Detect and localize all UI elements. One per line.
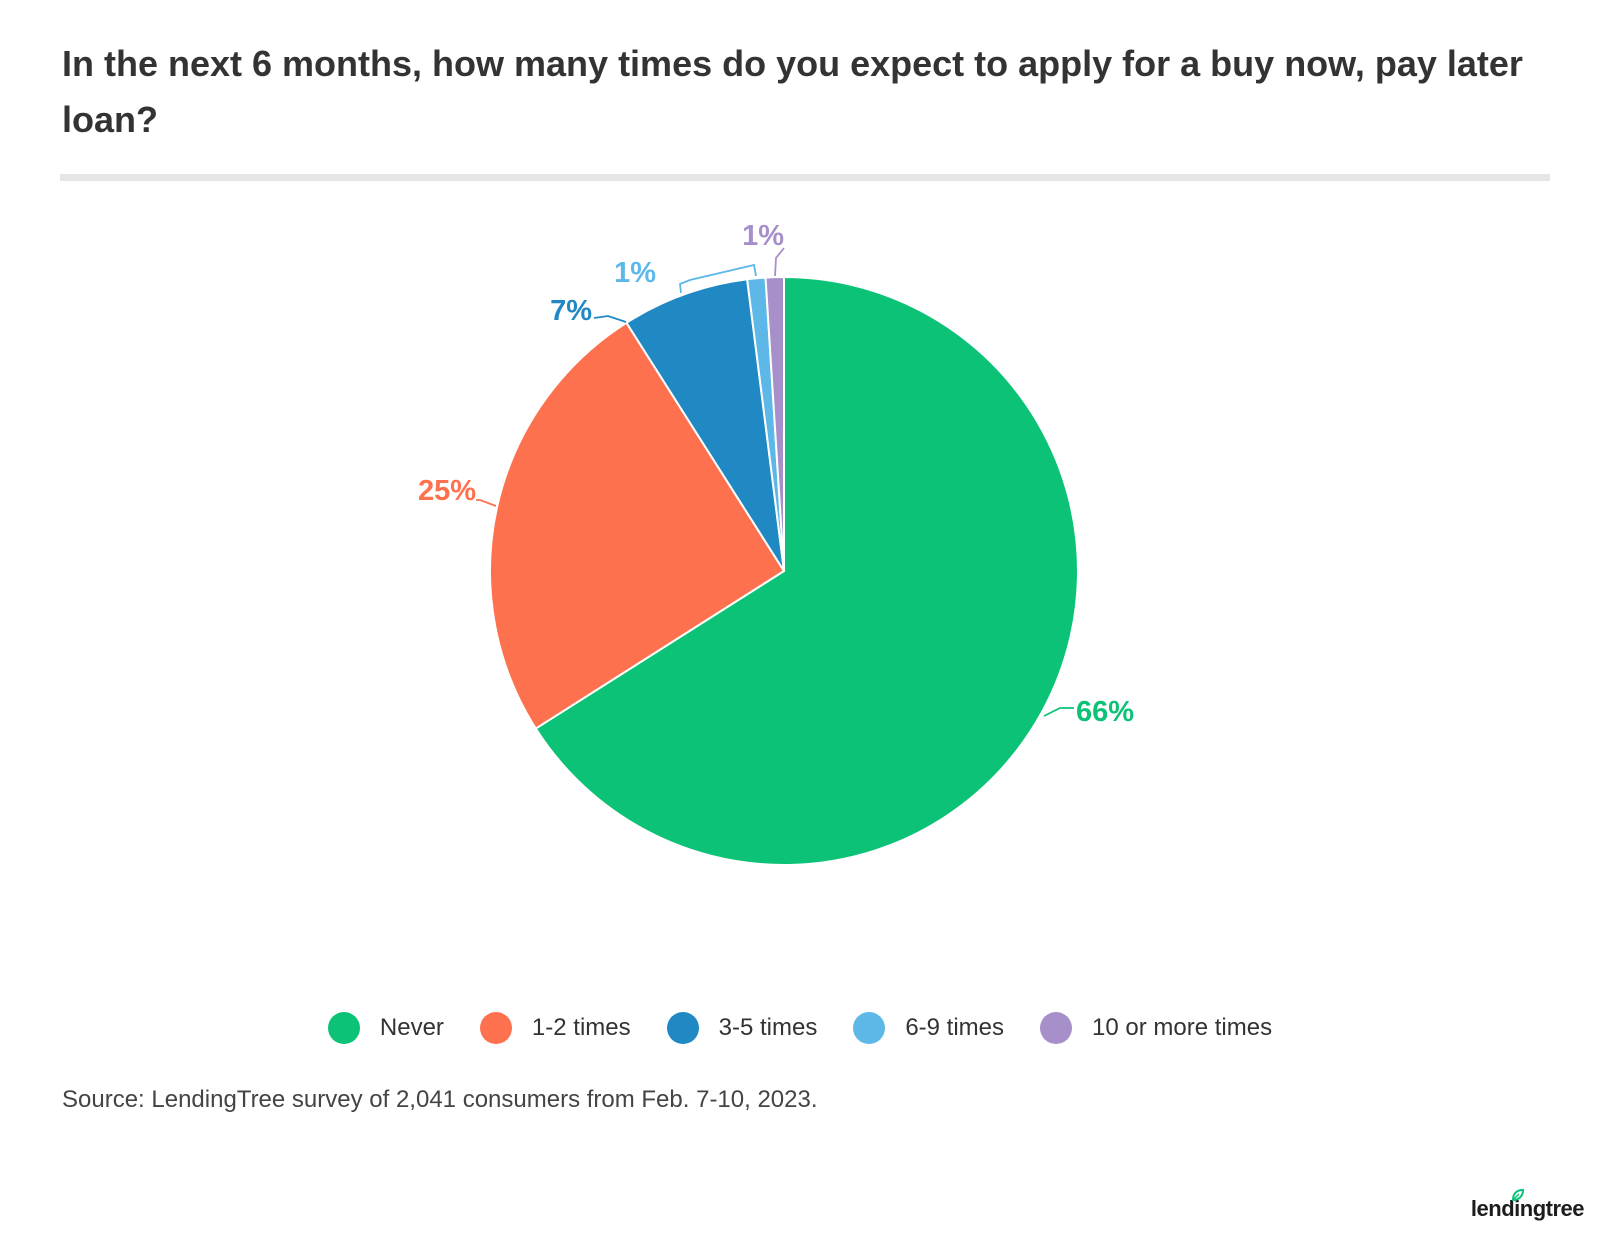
- label-connectors: [476, 247, 1074, 717]
- legend-label: Never: [379, 1014, 444, 1041]
- label-connector: [593, 315, 627, 323]
- label-connector: [1043, 707, 1074, 717]
- slice-label: 66%: [1076, 696, 1134, 728]
- source-note: Source: LendingTree survey of 2,041 cons…: [62, 1086, 818, 1113]
- slice-label: 7%: [550, 295, 592, 327]
- legend-item: 3-5 times: [666, 1012, 818, 1044]
- title-divider: [60, 174, 1550, 181]
- pie-slice-10-or-more-times: [764, 275, 785, 572]
- legend-swatch: [666, 1012, 699, 1044]
- slice-labels: 66% 25% 7% 1% 1%: [418, 220, 1134, 728]
- legend-label: 10 or more times: [1092, 1014, 1273, 1041]
- legend-item: 6-9 times: [853, 1012, 1004, 1044]
- label-connector: [774, 247, 785, 277]
- legend-item: 1-2 times: [479, 1012, 631, 1044]
- logo-text: lendingtree: [1470, 1196, 1585, 1221]
- pie-slice-never: [534, 275, 1079, 866]
- leaf-icon: [1511, 1188, 1524, 1202]
- lendingtree-logo: lendingtree: [1470, 1188, 1585, 1222]
- slice-label: 25%: [418, 475, 476, 507]
- legend-swatch: [479, 1012, 512, 1044]
- pie-chart: 66% 25% 7% 1% 1%: [418, 220, 1134, 866]
- legend-item: Never: [327, 1012, 444, 1044]
- legend-swatch: [327, 1012, 360, 1044]
- legend-label: 6-9 times: [905, 1014, 1005, 1041]
- legend: Never 1-2 times 3-5 times 6-9 times 10 or mo…: [0, 1012, 1600, 1044]
- label-connector: [679, 263, 757, 294]
- chart-title: In the next 6 months, how many times do …: [62, 43, 1523, 140]
- slice-label: 1%: [614, 257, 656, 289]
- slice-label: 1%: [742, 220, 784, 252]
- label-connector: [476, 499, 497, 507]
- legend-label: 1-2 times: [531, 1014, 631, 1041]
- legend-swatch: [1040, 1012, 1073, 1044]
- legend-swatch: [853, 1012, 886, 1044]
- pie-slices: [489, 275, 1079, 866]
- legend-item: 10 or more times: [1040, 1012, 1272, 1044]
- pie-slice-3-5-times: [625, 278, 785, 572]
- pie-slice-1-2-times: [489, 321, 786, 730]
- legend-label: 3-5 times: [718, 1014, 818, 1041]
